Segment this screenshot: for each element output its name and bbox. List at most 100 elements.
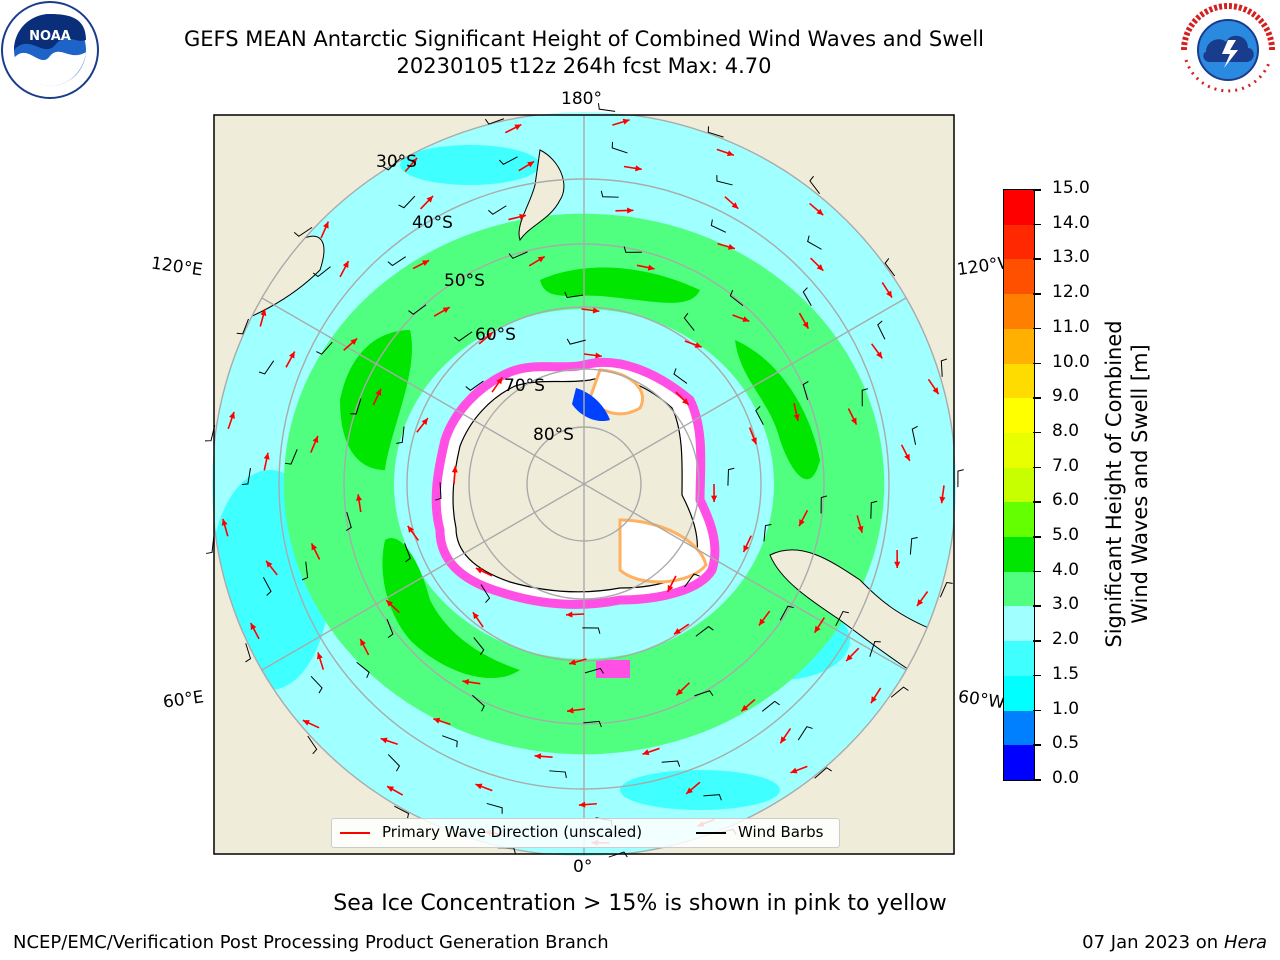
- wave-direction-arrowhead: [790, 767, 798, 774]
- wind-barb: [487, 205, 507, 215]
- wave-direction-arrowhead: [816, 208, 824, 216]
- wind-barb: [729, 289, 744, 307]
- wave-direction-arrowhead: [360, 638, 366, 646]
- colorbar-tick-label: 3.0: [1052, 594, 1080, 615]
- wave-direction-arrowhead: [311, 543, 318, 551]
- wave-direction-arrowhead: [857, 525, 864, 533]
- wave-direction-arrowhead: [726, 150, 734, 157]
- wind-barb: [408, 304, 427, 315]
- wave-direction-arrowhead: [263, 452, 270, 460]
- wind-barb: [835, 611, 849, 627]
- wind-barb: [623, 246, 642, 253]
- wind-barb: [316, 341, 333, 355]
- colorbar-segment: [1004, 606, 1034, 642]
- wind-barb: [258, 360, 275, 375]
- wind-barb: [285, 449, 298, 465]
- colorbar-tick-mark: [1033, 570, 1041, 573]
- primary-wave-legend-line: [340, 832, 370, 834]
- wind-barb: [611, 141, 628, 154]
- colorbar-tick-label: 2.0: [1052, 629, 1080, 650]
- wind-barb: [597, 103, 616, 112]
- wave-direction-arrowhead: [569, 659, 577, 666]
- colorbar-label-line1: Significant Height of Combined: [1102, 320, 1126, 648]
- wind-barb: [861, 388, 869, 407]
- wind-barb: [312, 266, 331, 278]
- wind-barb: [435, 482, 442, 501]
- wave-direction-arrowhead: [410, 157, 418, 165]
- wind-barb: [684, 573, 700, 588]
- lon-label-0: 0°: [573, 857, 593, 877]
- wave-direction-arrowhead: [886, 290, 892, 298]
- wind-barb: [584, 667, 604, 674]
- wind-barb: [498, 156, 518, 165]
- colorbar-tick-label: 9.0: [1052, 386, 1080, 407]
- wind-barb: [301, 561, 309, 581]
- wave-direction-arrowhead: [870, 696, 877, 704]
- wind-barb: [508, 251, 528, 259]
- colorbar-tick-mark: [1033, 744, 1041, 746]
- wave-direction-arrowhead: [356, 494, 363, 501]
- wind-barb: [807, 235, 822, 250]
- wave-direction-arrowhead: [407, 525, 414, 533]
- wave-direction-arrowhead: [676, 688, 684, 696]
- lat-label-80s: 80°S: [533, 425, 574, 445]
- colorbar-segment: [1004, 190, 1034, 225]
- wave-direction-arrowhead: [780, 736, 787, 744]
- footer-branch: NCEP/EMC/Verification Post Processing Pr…: [13, 932, 609, 953]
- wave-direction-arrowhead: [743, 545, 749, 553]
- colorbar-tick-label: 0.0: [1052, 768, 1080, 788]
- colorbar-segment: [1004, 745, 1034, 780]
- wave-direction-arrowhead: [537, 256, 545, 263]
- wind-barb: [802, 380, 809, 401]
- colorbar-tick-label: 6.0: [1052, 490, 1080, 511]
- wind-barb: [345, 511, 352, 532]
- sea-ice-note: Sea Ice Concentration > 15% is shown in …: [333, 891, 947, 916]
- wave-direction-arrowhead: [627, 207, 634, 214]
- wind-barb: [809, 175, 820, 194]
- colorbar-label-line2: Wind Waves and Swell [m]: [1128, 344, 1152, 624]
- colorbar-tick-mark: [1033, 466, 1041, 469]
- colorbar-segment: [1004, 537, 1034, 572]
- colorbar-tick-label: 4.0: [1052, 559, 1080, 580]
- wind-barb: [779, 605, 794, 621]
- colorbar-tick-mark: [1033, 501, 1041, 503]
- wind-barb: [350, 398, 362, 415]
- wind-barb: [262, 577, 272, 596]
- wind-barb: [442, 735, 458, 748]
- wave-direction-arrowhead: [741, 704, 749, 712]
- colorbar-segment: [1004, 467, 1034, 503]
- wave-direction-arrowhead: [758, 618, 766, 626]
- wave-direction-arrowhead: [694, 342, 702, 348]
- svg-text:NOAA: NOAA: [29, 29, 71, 44]
- colorbar-tick-label: 0.5: [1052, 733, 1080, 754]
- wave-direction-arrowhead: [799, 519, 805, 527]
- wind-barb: [356, 661, 370, 679]
- lat-label-30s: 30°S: [376, 152, 417, 172]
- colorbar-segment: [1004, 398, 1034, 433]
- colorbar-tick-label: 8.0: [1052, 420, 1080, 441]
- wind-barb: [386, 618, 394, 639]
- lat-label-40s: 40°S: [412, 213, 453, 233]
- wind-barb: [245, 643, 252, 663]
- colorbar-tick-mark: [1033, 189, 1041, 191]
- wave-direction-arrowhead: [475, 783, 483, 790]
- wave-direction-arrowhead: [592, 307, 600, 314]
- colorbar-ticks: 0.0 0.5 1.0 1.5 2.0 3.0 4.0 5.0 6.0 7.0 8.0 9.0 10.0…: [1033, 0, 1106, 960]
- lon-label-180: 180°: [561, 89, 602, 109]
- wind-barb: [939, 582, 953, 598]
- wind-barb: [484, 118, 505, 125]
- wind-barb: [465, 380, 484, 391]
- wave-direction-arrowhead: [802, 321, 809, 329]
- wind-barb: [710, 219, 727, 233]
- lat-label-50s: 50°S: [444, 271, 485, 291]
- wave-direction-arrowhead: [793, 414, 800, 421]
- wave-direction-arrowhead: [266, 560, 273, 568]
- wave-direction-arrowhead: [496, 377, 503, 385]
- wave-direction-arrowhead: [519, 213, 527, 220]
- wave-direction-arrowhead: [728, 243, 735, 250]
- wave-direction-arrowhead: [350, 338, 358, 345]
- colorbar-tick-mark: [1033, 779, 1041, 781]
- wave-direction-arrowhead: [316, 652, 323, 660]
- wind-barb: [957, 469, 964, 488]
- noaa-logo: NOAA: [1, 1, 99, 99]
